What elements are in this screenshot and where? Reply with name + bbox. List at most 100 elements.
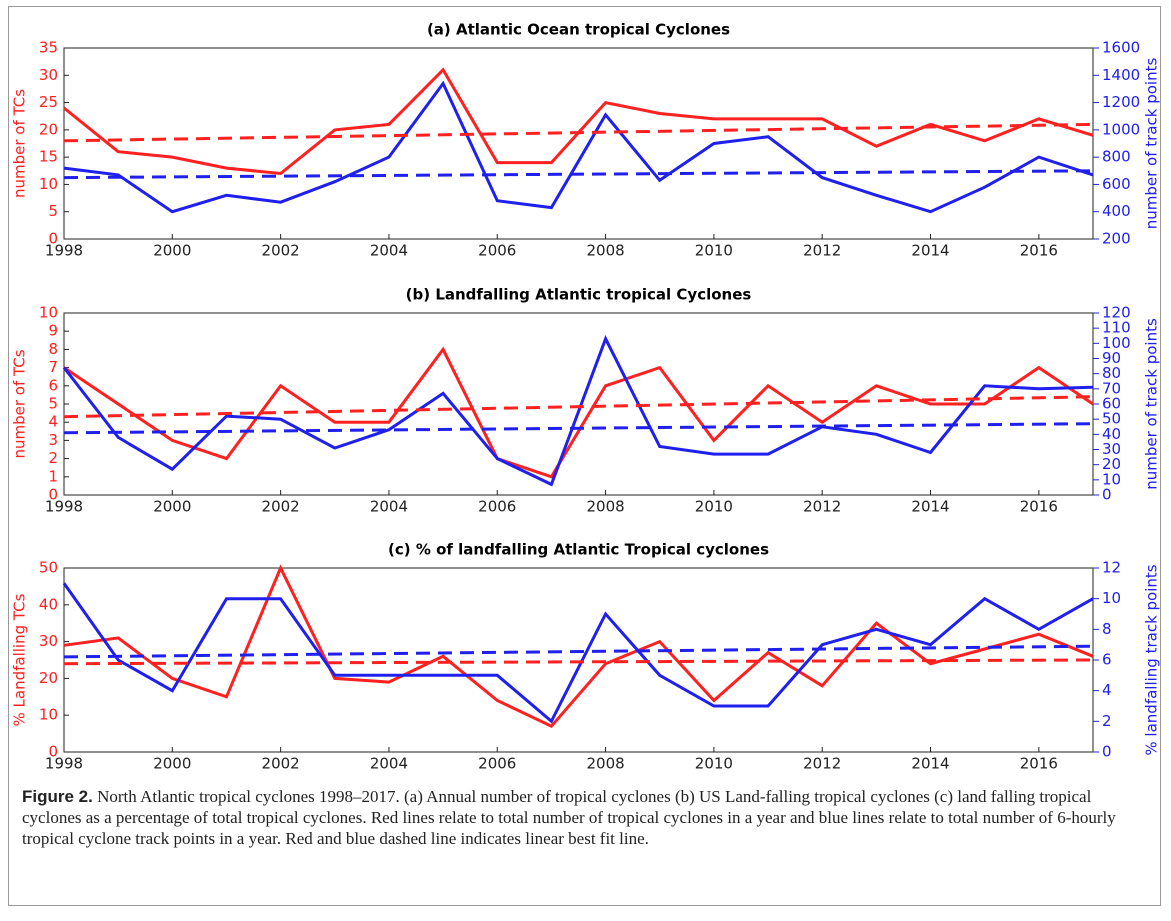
caption-label: Figure 2. <box>22 787 93 806</box>
y-tick-label: 8 <box>48 340 58 358</box>
trend-line <box>63 658 1094 666</box>
y2-tick-label: 40 <box>1102 425 1121 443</box>
x-tick-label: 2010 <box>695 242 733 260</box>
y2-tick-label: 1400 <box>1102 66 1140 84</box>
trend-line <box>63 644 1094 659</box>
caption-text: North Atlantic tropical cyclones 1998–20… <box>22 787 1116 848</box>
y2-tick-label: 10 <box>1102 470 1121 488</box>
y2-axis-label: % landfalling track points <box>1143 564 1161 755</box>
x-tick-label: 2010 <box>695 755 733 773</box>
x-tick-label: 2016 <box>1020 242 1058 260</box>
y2-tick-label: 90 <box>1102 349 1121 367</box>
y-tick-label: 10 <box>39 706 58 724</box>
y-tick-label: 5 <box>48 202 58 220</box>
trend-line <box>63 169 1094 180</box>
y-tick-label: 20 <box>39 669 58 687</box>
charts: (a) Atlantic Ocean tropical Cyclones 1998… <box>11 21 1161 773</box>
chart-title: (c) % of landfalling Atlantic Tropical c… <box>388 541 769 559</box>
y-tick-label: 0 <box>48 486 58 504</box>
x-tick-label: 2016 <box>1020 498 1058 516</box>
y-tick-label: 20 <box>39 120 58 138</box>
x-tick-label: 2014 <box>911 242 949 260</box>
x-tick-label: 2008 <box>586 755 624 773</box>
x-tick-label: 1998 <box>45 242 83 260</box>
x-tick-label: 2004 <box>370 755 408 773</box>
data-line <box>63 346 1094 479</box>
y-tick-label: 10 <box>39 304 58 322</box>
y-axis-label: number of TCs <box>11 89 29 198</box>
y-tick-label: 7 <box>48 358 58 376</box>
y2-tick-label: 0 <box>1102 743 1112 761</box>
y2-tick-label: 60 <box>1102 395 1121 413</box>
y2-tick-label: 400 <box>1102 202 1131 220</box>
y-tick-label: 50 <box>39 559 58 577</box>
y-tick-label: 6 <box>48 376 58 394</box>
y-tick-label: 30 <box>39 66 58 84</box>
y2-tick-label: 110 <box>1102 319 1131 337</box>
y-tick-label: 2 <box>48 449 58 467</box>
y2-tick-label: 80 <box>1102 364 1121 382</box>
data-line <box>62 335 1094 487</box>
y2-tick-label: 1600 <box>1102 39 1140 57</box>
x-tick-label: 2002 <box>262 755 300 773</box>
y2-tick-label: 6 <box>1102 651 1112 669</box>
y2-axis-label: number of track points <box>1143 318 1161 490</box>
y-tick-label: 5 <box>48 395 58 413</box>
y2-tick-label: 20 <box>1102 455 1121 473</box>
y-tick-label: 1 <box>48 467 58 485</box>
x-tick-label: 2012 <box>803 242 841 260</box>
data-line <box>62 582 1094 724</box>
x-tick-label: 2016 <box>1020 755 1058 773</box>
y-tick-label: 30 <box>39 632 58 650</box>
x-tick-label: 2006 <box>478 498 516 516</box>
y-tick-label: 3 <box>48 431 58 449</box>
data-line <box>63 564 1094 729</box>
x-tick-label: 2012 <box>803 755 841 773</box>
x-tick-label: 2004 <box>370 242 408 260</box>
y2-tick-label: 0 <box>1102 486 1112 504</box>
y2-tick-label: 600 <box>1102 175 1131 193</box>
x-tick-label: 2008 <box>586 242 624 260</box>
trend-line <box>63 395 1094 419</box>
y-axis-label: number of TCs <box>11 349 29 458</box>
y-tick-label: 0 <box>48 230 58 248</box>
y-tick-label: 10 <box>39 175 58 193</box>
y2-tick-label: 50 <box>1102 410 1121 428</box>
x-tick-label: 2012 <box>803 498 841 516</box>
y2-tick-label: 800 <box>1102 148 1131 166</box>
data-line <box>63 80 1094 214</box>
x-tick-label: 2014 <box>911 755 949 773</box>
y-tick-label: 4 <box>48 413 58 431</box>
y2-tick-label: 120 <box>1102 304 1131 322</box>
x-tick-label: 2002 <box>262 242 300 260</box>
y-tick-label: 0 <box>48 743 58 761</box>
chart-title: (a) Atlantic Ocean tropical Cyclones <box>427 21 730 39</box>
x-tick-label: 1998 <box>45 498 83 516</box>
chart-title: (b) Landfalling Atlantic tropical Cyclon… <box>406 286 752 304</box>
x-tick-label: 2000 <box>153 498 191 516</box>
figure-frame <box>8 6 1161 906</box>
plot-frame <box>63 47 1094 240</box>
caption: Figure 2. North Atlantic tropical cyclon… <box>22 786 1147 849</box>
x-tick-label: 2010 <box>695 498 733 516</box>
y2-tick-label: 12 <box>1102 559 1121 577</box>
x-tick-label: 2014 <box>911 498 949 516</box>
y-tick-label: 40 <box>39 595 58 613</box>
y2-tick-label: 1200 <box>1102 93 1140 111</box>
y2-tick-label: 2 <box>1102 712 1112 730</box>
y2-tick-label: 200 <box>1102 230 1131 248</box>
x-tick-label: 2008 <box>586 498 624 516</box>
y2-tick-label: 8 <box>1102 620 1112 638</box>
y-tick-label: 35 <box>39 39 58 57</box>
y2-tick-label: 100 <box>1102 334 1131 352</box>
y2-tick-label: 1000 <box>1102 120 1140 138</box>
x-tick-label: 2000 <box>153 755 191 773</box>
y2-tick-label: 70 <box>1102 379 1121 397</box>
y2-tick-label: 4 <box>1102 681 1112 699</box>
y-tick-label: 9 <box>48 322 58 340</box>
data-line <box>63 67 1094 176</box>
x-tick-label: 2002 <box>262 498 300 516</box>
y-tick-label: 25 <box>39 93 58 111</box>
x-tick-label: 1998 <box>45 755 83 773</box>
